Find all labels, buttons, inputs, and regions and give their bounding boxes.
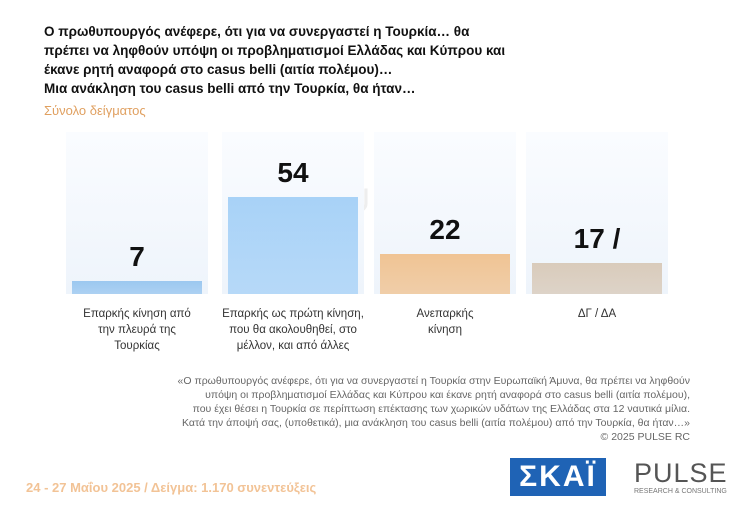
value-label: 17 / <box>573 223 621 255</box>
value-label: 7 <box>129 241 145 273</box>
footnote-line: που έχει θέσει η Τουρκία σε περίπτωση επ… <box>192 403 690 415</box>
footnote-line: υπόψη οι προβληματισμοί Ελλάδας και Κύπρ… <box>205 389 690 401</box>
category-label: Επαρκής κίνηση από την πλευρά της Τουρκί… <box>83 308 191 352</box>
subtitle: Σύνολο δείγματος <box>44 103 146 118</box>
footer: 24 - 27 Μαΐου 2025 / Δείγμα: 1.170 συνεν… <box>26 480 317 495</box>
title: Ο πρωθυπουργός ανέφερε, ότι για να συνερ… <box>44 24 506 77</box>
value-label: 54 <box>277 156 309 188</box>
logo-skai: ΣΚΑΪ <box>510 458 606 496</box>
bar <box>380 254 510 294</box>
category-label: Επαρκής ως πρώτη κίνηση, που θα ακολουθη… <box>222 308 364 352</box>
value-label: 22 <box>429 214 461 246</box>
logo-pulse: PULSE <box>634 458 728 488</box>
bar-background <box>66 132 208 294</box>
logo-pulse-sub: RESEARCH & CONSULTING <box>634 488 727 495</box>
footnote-line: Κατά την άποψή σας, (υποθετικά), μια ανά… <box>182 417 690 429</box>
category-label: Ανεπαρκής κίνηση <box>416 308 474 336</box>
bar <box>532 263 662 294</box>
bar <box>72 281 202 294</box>
footnote-line: © 2025 PULSE RC <box>600 431 690 443</box>
footnote-line: «Ο πρωθυπουργός ανέφερε, ότι για να συνε… <box>177 375 690 387</box>
category-label: ΔΓ / ΔΑ <box>577 308 617 320</box>
bar <box>228 196 358 294</box>
title: Μια ανάκληση του casus belli από την Του… <box>44 81 416 96</box>
